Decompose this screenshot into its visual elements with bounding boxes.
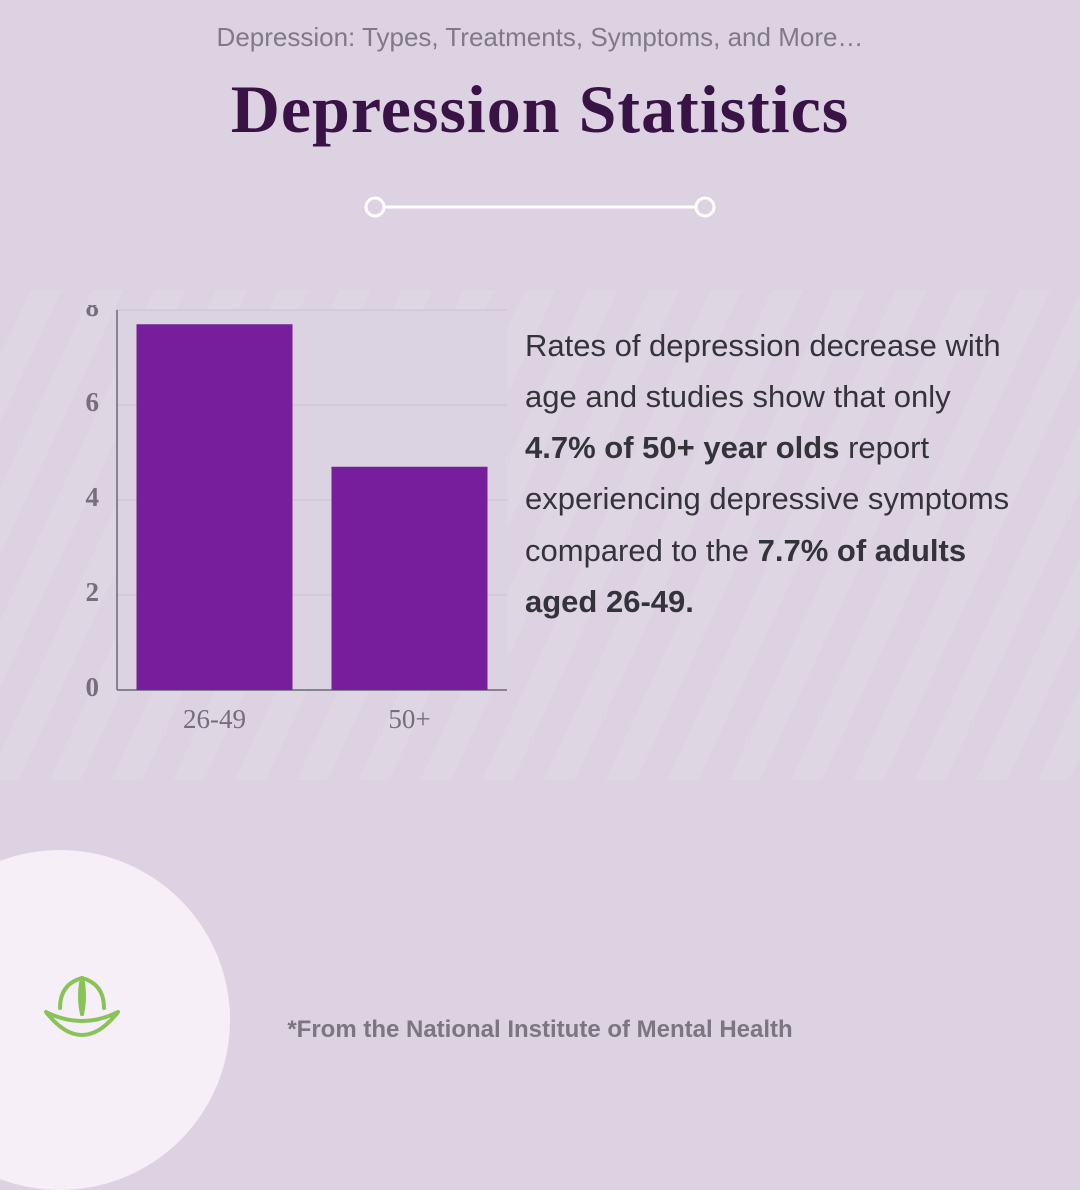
svg-text:8: 8 <box>86 305 100 322</box>
svg-text:50+: 50+ <box>388 704 430 734</box>
svg-text:4: 4 <box>86 482 100 512</box>
depression-bar-chart: 0 2 4 6 8 26-49 50+ <box>62 305 512 745</box>
body-bold1: 4.7% of 50+ year olds <box>525 430 839 465</box>
body-paragraph: Rates of depression decrease with age an… <box>525 320 1015 627</box>
page-title: Depression Statistics <box>0 70 1080 149</box>
svg-text:6: 6 <box>86 387 100 417</box>
pretitle: Depression: Types, Treatments, Symptoms,… <box>0 22 1080 53</box>
svg-text:2: 2 <box>86 577 100 607</box>
body-seg1: Rates of depression decrease with age an… <box>525 328 1001 414</box>
divider-line <box>364 196 716 218</box>
footnote: *From the National Institute of Mental H… <box>0 1016 1080 1044</box>
svg-text:26-49: 26-49 <box>183 704 246 734</box>
svg-text:0: 0 <box>86 672 100 702</box>
